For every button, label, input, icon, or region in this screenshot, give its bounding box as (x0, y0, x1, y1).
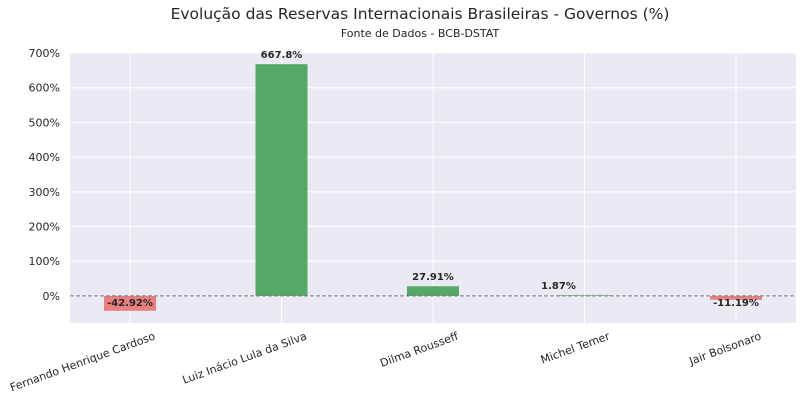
y-tick-label: 100% (29, 255, 60, 268)
x-tick-label: Fernando Henrique Cardoso (8, 330, 157, 395)
bar (558, 295, 611, 296)
x-axis-ticks: Fernando Henrique Cardoso Luiz Inácio Lul… (8, 329, 763, 394)
y-tick-label: 600% (29, 82, 60, 95)
chart-title: Evolução das Reservas Internacionais Bra… (171, 5, 670, 23)
value-labels: -42.92% 667.8% 27.91% 1.87% -11.19% (107, 50, 759, 309)
y-tick-label: 0% (43, 290, 60, 303)
bar (255, 64, 308, 296)
y-tick-label: 400% (29, 151, 60, 164)
y-tick-label: 500% (29, 116, 60, 129)
data-label: 1.87% (541, 281, 576, 292)
x-tick-label: Jair Bolsonaro (687, 330, 764, 368)
data-label: -42.92% (107, 298, 153, 309)
x-tick-label: Michel Temer (539, 329, 612, 366)
x-tick-label: Dilma Rousseff (378, 329, 460, 369)
bar (710, 295, 762, 300)
y-axis-ticks: 0% 100% 200% 300% 400% 500% 600% 700% (29, 47, 60, 303)
bar (104, 295, 156, 311)
chart-subtitle: Fonte de Dados - BCB-DSTAT (341, 27, 500, 40)
y-tick-label: 300% (29, 186, 60, 199)
data-label: -11.19% (713, 298, 759, 309)
data-label: 667.8% (261, 50, 303, 61)
y-tick-label: 200% (29, 221, 60, 234)
x-tick-label: Luiz Inácio Lula da Silva (181, 330, 309, 387)
bar (407, 286, 459, 296)
y-tick-label: 700% (29, 47, 60, 60)
bars (104, 64, 762, 311)
data-label: 27.91% (412, 272, 454, 283)
